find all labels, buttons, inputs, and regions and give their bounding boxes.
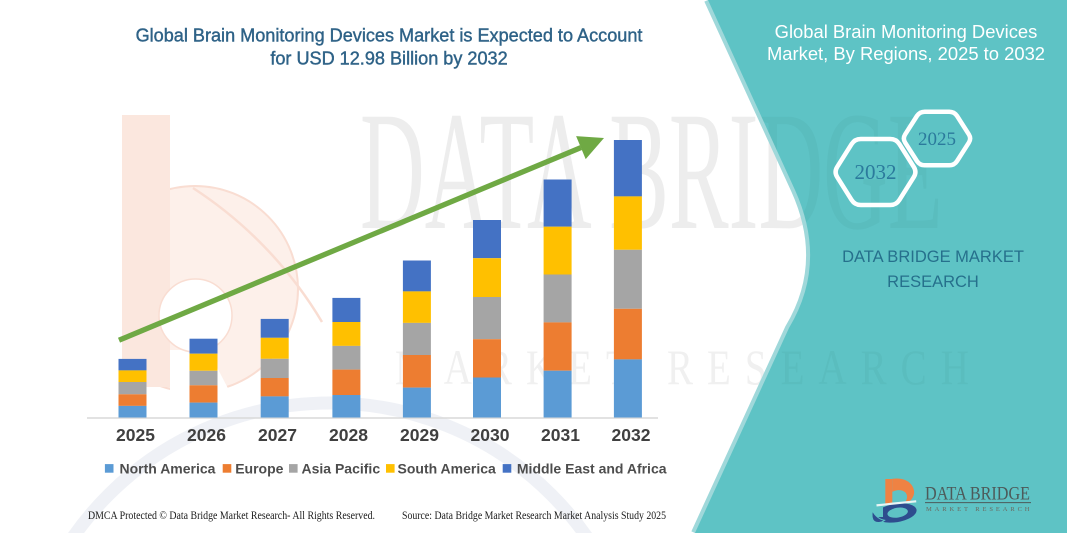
svg-text:2031: 2031	[541, 425, 580, 445]
svg-text:for USD 12.98 Billion by 2032: for USD 12.98 Billion by 2032	[270, 49, 507, 69]
svg-text:DATA BRIDGE MARKET: DATA BRIDGE MARKET	[842, 248, 1024, 266]
svg-text:2030: 2030	[471, 425, 510, 445]
svg-text:Global Brain Monitoring Device: Global Brain Monitoring Devices Market i…	[136, 26, 643, 46]
svg-text:Europe: Europe	[235, 460, 283, 476]
svg-text:Market, By Regions, 2025 to 20: Market, By Regions, 2025 to 2032	[767, 43, 1045, 64]
svg-text:2027: 2027	[258, 425, 297, 445]
svg-text:2026: 2026	[187, 425, 226, 445]
svg-text:2028: 2028	[329, 425, 368, 445]
svg-text:RESEARCH: RESEARCH	[887, 273, 979, 291]
svg-text:2029: 2029	[400, 425, 439, 445]
svg-text:DMCA Protected © Data Bridge M: DMCA Protected © Data Bridge Market Rese…	[88, 510, 375, 522]
svg-text:Middle East and Africa: Middle East and Africa	[517, 460, 667, 476]
svg-text:South America: South America	[398, 460, 496, 476]
svg-text:2032: 2032	[612, 425, 651, 445]
svg-text:2032: 2032	[855, 160, 897, 184]
svg-text:2025: 2025	[116, 425, 155, 445]
svg-text:MARKET RESEARCH: MARKET RESEARCH	[926, 506, 1032, 513]
svg-text:2025: 2025	[918, 129, 956, 150]
svg-text:DATA BRIDGE: DATA BRIDGE	[925, 484, 1030, 505]
svg-text:Source: Data Bridge Market Res: Source: Data Bridge Market Research Mark…	[402, 510, 666, 522]
svg-text:Global Brain Monitoring Device: Global Brain Monitoring Devices	[775, 21, 1038, 42]
svg-text:North America: North America	[120, 460, 216, 476]
svg-text:Asia Pacific: Asia Pacific	[302, 460, 381, 476]
